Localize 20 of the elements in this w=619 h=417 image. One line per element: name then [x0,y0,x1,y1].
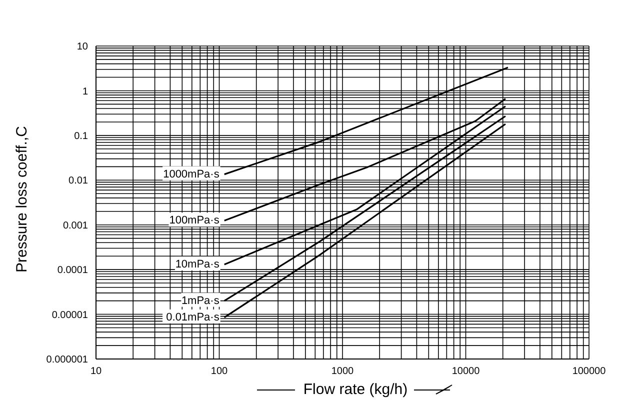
series-label: 0.01mPa·s [166,311,220,324]
y-tick-label: 0.01 [68,176,88,187]
series-label: 1000mPa·s [163,168,220,180]
x-tick-label: 100000 [572,366,606,378]
y-tick-label: 1 [82,86,88,98]
y-tick-label: 0.1 [74,130,88,142]
y-tick-label: 10 [76,42,88,53]
y-tick-label: 0.0001 [57,265,88,276]
x-tick-label: 1000 [331,366,354,378]
y-tick-label: 0.000001 [46,354,88,366]
series-label: 1mPa·s [181,294,220,307]
x-tick-label: 10 [90,366,102,378]
x-axis-title: Flow rate (kg/h) [303,381,408,398]
y-tick-label: 0.001 [62,220,88,232]
x-tick-label: 10000 [452,366,480,378]
series-label: 10mPa·s [175,258,220,270]
series-label: 100mPa·s [169,214,220,227]
y-tick-label: 0.00001 [52,310,88,321]
y-axis-title: Pressure loss coeff.,C [13,126,30,272]
x-tick-label: 100 [210,366,228,378]
